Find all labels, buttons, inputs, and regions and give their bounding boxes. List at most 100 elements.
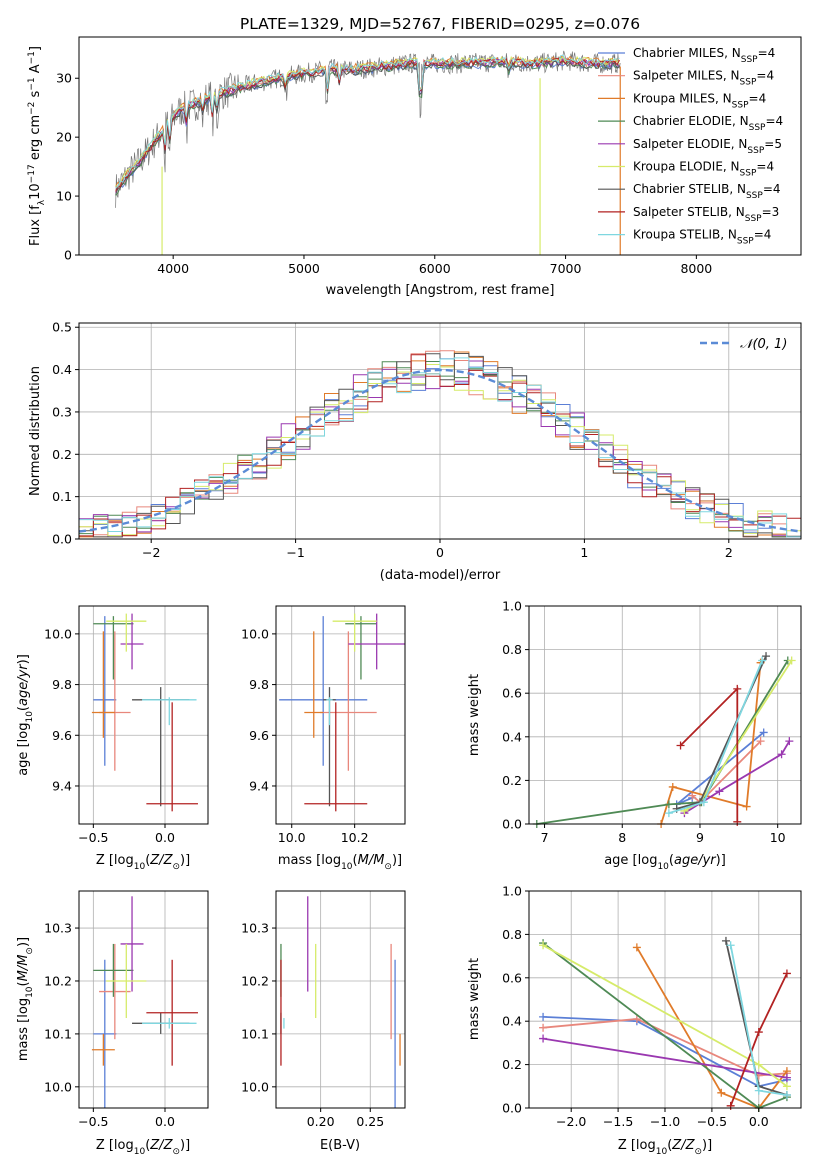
plot-area-mass-vs-EBV xyxy=(280,896,401,1108)
y-tick-label: 9.8 xyxy=(249,677,269,692)
y-tick-label: 0.1 xyxy=(52,489,72,504)
y-tick-label: 1.0 xyxy=(502,599,522,614)
x-axis-label: mass [log10(M/M⊙)] xyxy=(278,853,402,872)
weight-point-marker xyxy=(539,941,548,950)
weight-point-marker xyxy=(756,737,765,746)
legend-label: Salpeter ELODIE, NSSP=5 xyxy=(633,137,782,156)
y-tick-label: 0.3 xyxy=(52,404,72,419)
legend-label: Salpeter MILES, NSSP=4 xyxy=(633,69,774,88)
y-tick-label: 1.0 xyxy=(502,884,522,899)
axes-frame xyxy=(528,605,802,825)
x-tick-label: 7 xyxy=(541,830,549,845)
plot-area-age-vs-mass xyxy=(279,613,405,812)
histogram-salpeter-miles xyxy=(79,350,801,538)
weight-point-marker xyxy=(668,782,677,791)
x-tick-label: −0.5 xyxy=(78,1114,108,1129)
y-tick-label: 10.2 xyxy=(44,973,72,988)
x-tick-label: 8000 xyxy=(680,261,712,276)
x-axis-label: Z [log10(Z/Z⊙)] xyxy=(96,853,190,872)
y-tick-label: 0.4 xyxy=(502,729,522,744)
model-line-kroupa-miles xyxy=(115,55,620,187)
x-tick-label: 7000 xyxy=(550,261,582,276)
histogram-salpeter-stelib xyxy=(79,354,801,537)
x-tick-label: 2 xyxy=(725,545,733,560)
plot-area-mass-vs-Z xyxy=(91,896,198,1108)
model-line-chabrier-elodie xyxy=(115,60,620,196)
weight-point-marker xyxy=(759,728,768,737)
y-axis-label: mass weight xyxy=(467,958,482,1040)
model-line-salpeter-stelib xyxy=(115,57,620,192)
y-tick-label: 0.2 xyxy=(502,1057,522,1072)
y-tick-label: 10.0 xyxy=(241,626,269,641)
x-axis-label: (data-model)/error xyxy=(380,568,501,583)
y-tick-label: 0.0 xyxy=(502,1101,522,1116)
histogram-kroupa-stelib xyxy=(79,357,801,538)
weight-point-marker xyxy=(726,1101,735,1110)
y-tick-label: 0.2 xyxy=(502,773,522,788)
x-axis-label: age [log10(age/yr)] xyxy=(604,853,726,872)
x-tick-label: 10 xyxy=(770,830,786,845)
plot-area-weight-vs-Z xyxy=(539,936,791,1112)
legend-label: Kroupa MILES, NSSP=4 xyxy=(633,91,766,110)
x-tick-label: 5000 xyxy=(288,261,320,276)
weight-line-salpeter-elodie xyxy=(542,1037,788,1079)
weight-point-marker xyxy=(762,652,771,661)
model-line-kroupa-elodie xyxy=(115,55,620,189)
x-tick-label: −2.0 xyxy=(556,1114,586,1129)
model-line-salpeter-elodie xyxy=(115,57,620,193)
y-tick-label: 0 xyxy=(64,248,72,263)
weight-point-marker xyxy=(539,1012,548,1021)
x-tick-label: 9 xyxy=(696,830,704,845)
x-tick-label: 0.20 xyxy=(307,1114,335,1129)
y-tick-label: 10.2 xyxy=(241,973,269,988)
weight-point-marker xyxy=(754,1086,763,1095)
plot-area-weight-vs-age xyxy=(532,652,796,828)
spectrum-data-line xyxy=(115,50,621,208)
axes-frame xyxy=(78,605,209,825)
x-tick-label: −0.5 xyxy=(697,1114,727,1129)
weight-point-marker xyxy=(782,1082,791,1091)
weight-point-marker xyxy=(726,941,735,950)
frame-age-vs-mass: 10.0 10.2 9.4 9.6 9.8 10.0 xyxy=(241,605,406,845)
frame-mass-vs-Z: −0.5 0.0 10.0 10.1 10.2 10.3 xyxy=(44,890,209,1129)
model-line-salpeter-miles xyxy=(115,57,620,191)
plot-area-spectrum xyxy=(115,50,621,255)
x-tick-label: 1 xyxy=(580,545,588,560)
y-tick-label: 9.6 xyxy=(249,728,269,743)
frame-weight-vs-Z: −2.0 −1.5 −1.0 −0.5 0.0 0.0 0.2 0.4 0.6 0.8 1.0 xyxy=(502,884,802,1129)
x-tick-label: 10.2 xyxy=(341,830,369,845)
weight-point-marker xyxy=(733,817,742,826)
x-axis-label: E(B-V) xyxy=(320,1138,360,1153)
weight-point-marker xyxy=(717,1088,726,1097)
x-tick-label: 6000 xyxy=(419,261,451,276)
weight-point-marker xyxy=(539,1034,548,1043)
y-tick-label: 0.0 xyxy=(502,817,522,832)
y-tick-label: 10.1 xyxy=(44,1026,72,1041)
plot-area-age-vs-Z xyxy=(91,613,198,812)
weight-line-chabrier-stelib xyxy=(676,655,767,810)
axes-weight-vs-age xyxy=(529,605,801,825)
weight-point-marker xyxy=(777,750,786,759)
y-tick-label: 30 xyxy=(56,71,72,86)
weight-point-marker xyxy=(632,943,641,952)
weight-point-marker xyxy=(782,1090,791,1099)
weight-point-marker xyxy=(733,684,742,693)
weight-point-marker xyxy=(699,798,708,807)
y-tick-label: 0.5 xyxy=(52,320,72,335)
x-axis-label: Z [log10(Z/Z⊙)] xyxy=(96,1138,190,1157)
y-tick-label: 0.8 xyxy=(502,927,522,942)
axes-frame xyxy=(275,890,406,1109)
weight-point-marker xyxy=(787,656,796,665)
x-tick-label: −0.5 xyxy=(78,830,108,845)
y-tick-label: 9.4 xyxy=(52,778,72,793)
y-tick-label: 10 xyxy=(56,189,72,204)
x-axis-label: wavelength [Angstrom, rest frame] xyxy=(326,283,555,298)
axes-mass-vs-EBV xyxy=(276,891,405,1108)
y-tick-label: 9.4 xyxy=(249,778,269,793)
weight-line-chabrier-elodie xyxy=(536,660,789,825)
weight-point-marker xyxy=(742,802,751,811)
y-axis-label: mass [log10(M/M⊙)] xyxy=(16,937,35,1061)
frame-spectrum: 4000 5000 6000 7000 8000 0 10 20 30 xyxy=(56,36,802,276)
weight-point-marker xyxy=(754,1028,763,1037)
